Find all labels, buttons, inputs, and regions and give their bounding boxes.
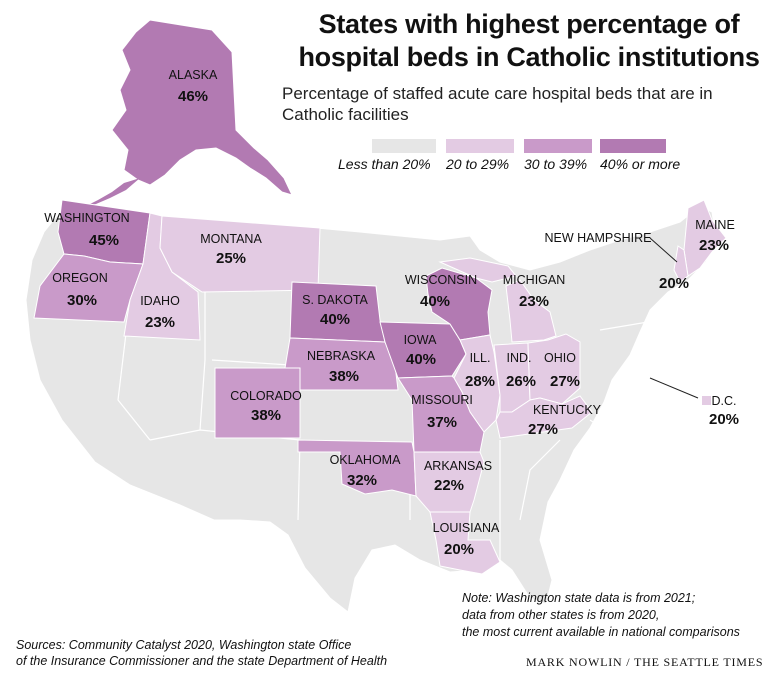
label-iowa-name: IOWA — [404, 333, 438, 347]
state-colorado — [214, 367, 301, 439]
label-iowa-value: 40% — [406, 351, 436, 368]
legend-swatch-lt20 — [372, 139, 436, 153]
sources-line1: Sources: Community Catalyst 2020, Washin… — [16, 638, 352, 652]
chart-subtitle: Percentage of staffed acute care hospita… — [282, 84, 713, 124]
label-oregon-value: 30% — [67, 292, 97, 309]
label-washington-value: 45% — [89, 232, 119, 249]
note-line1: Note: Washington state data is from 2021… — [462, 591, 696, 605]
legend-swatch-30-39 — [524, 139, 592, 153]
label-oregon-name: OREGON — [52, 271, 108, 285]
label-louisiana-name: LOUISIANA — [433, 521, 500, 535]
note: Note: Washington state data is from 2021… — [462, 590, 740, 641]
label-maine-value: 23% — [699, 237, 729, 254]
label-kentucky-name: KENTUCKY — [533, 403, 602, 417]
label-indiana-name: IND. — [507, 351, 532, 365]
label-wisconsin-name: WISCONSIN — [405, 273, 477, 287]
label-ohio-value: 27% — [550, 373, 580, 390]
label-illinois-value: 28% — [465, 373, 495, 390]
state-ohio — [527, 333, 581, 405]
legend-label-lt20: Less than 20% — [338, 156, 431, 172]
label-ohio-name: OHIO — [544, 351, 576, 365]
state-louisiana — [429, 511, 501, 575]
label-louisiana-value: 20% — [444, 541, 474, 558]
alaska-islands — [86, 178, 140, 206]
dc-marker — [702, 396, 711, 405]
label-washington-name: WASHINGTON — [44, 211, 129, 225]
legend-swatch-40plus — [600, 139, 666, 153]
label-alaska-value: 46% — [178, 88, 208, 105]
state-montana — [159, 215, 321, 293]
label-michigan-value: 23% — [519, 293, 549, 310]
label-new-hampshire-value: 20% — [659, 275, 689, 292]
state-michigan-upper — [438, 257, 517, 283]
label-idaho-value: 23% — [145, 314, 175, 331]
chart-title-line1: States with highest percentage of — [318, 9, 740, 39]
label-kentucky-value: 27% — [528, 421, 558, 438]
legend-label-30-39: 30 to 39% — [524, 156, 588, 172]
state-labels: ALASKA 46% WASHINGTON 45% OREGON 30% IDA… — [44, 68, 739, 558]
state-new-hampshire — [673, 245, 689, 283]
label-montana-name: MONTANA — [200, 232, 262, 246]
label-indiana-value: 26% — [506, 373, 536, 390]
label-montana-value: 25% — [216, 250, 246, 267]
label-illinois-name: ILL. — [470, 351, 491, 365]
label-maine-name: MAINE — [695, 218, 735, 232]
label-south-dakota-value: 40% — [320, 311, 350, 328]
chart-title-line2: hospital beds in Catholic institutions — [298, 42, 760, 72]
legend-swatch-20-29 — [446, 139, 514, 153]
note-line3: the most current available in national c… — [462, 625, 740, 639]
label-colorado-value: 38% — [251, 407, 281, 424]
label-michigan-name: MICHIGAN — [503, 273, 566, 287]
label-alaska-name: ALASKA — [169, 68, 218, 82]
label-arkansas-value: 22% — [434, 477, 464, 494]
state-michigan-lower — [505, 279, 557, 343]
note-line2: data from other states is from 2020, — [462, 608, 660, 622]
state-missouri — [397, 375, 485, 453]
label-south-dakota-name: S. DAKOTA — [302, 293, 368, 307]
label-missouri-value: 37% — [427, 414, 457, 431]
state-arkansas — [413, 451, 485, 513]
label-oklahoma-value: 32% — [347, 472, 377, 489]
legend-label-40plus: 40% or more — [600, 156, 681, 172]
label-missouri-name: MISSOURI — [411, 393, 473, 407]
label-dc-name: D.C. — [712, 394, 737, 408]
legend-label-20-29: 20 to 29% — [446, 156, 510, 172]
label-colorado-name: COLORADO — [230, 389, 302, 403]
sources: Sources: Community Catalyst 2020, Washin… — [16, 637, 387, 669]
nh-leader-line — [649, 237, 678, 263]
label-wisconsin-value: 40% — [420, 293, 450, 310]
label-dc-value: 20% — [709, 411, 739, 428]
credit: MARK NOWLIN / THE SEATTLE TIMES — [526, 655, 764, 669]
label-new-hampshire-name: NEW HAMPSHIRE — [545, 231, 652, 245]
chart-title: States with highest percentage of hospit… — [282, 8, 776, 74]
label-idaho-name: IDAHO — [140, 294, 180, 308]
label-nebraska-value: 38% — [329, 368, 359, 385]
label-oklahoma-name: OKLAHOMA — [330, 453, 402, 467]
dc-leader-line — [649, 377, 699, 399]
label-arkansas-name: ARKANSAS — [424, 459, 492, 473]
label-nebraska-name: NEBRASKA — [307, 349, 376, 363]
sources-line2: of the Insurance Commissioner and the st… — [16, 654, 388, 668]
state-alaska — [111, 19, 293, 196]
state-kentucky — [495, 395, 593, 439]
state-oklahoma — [297, 439, 417, 497]
